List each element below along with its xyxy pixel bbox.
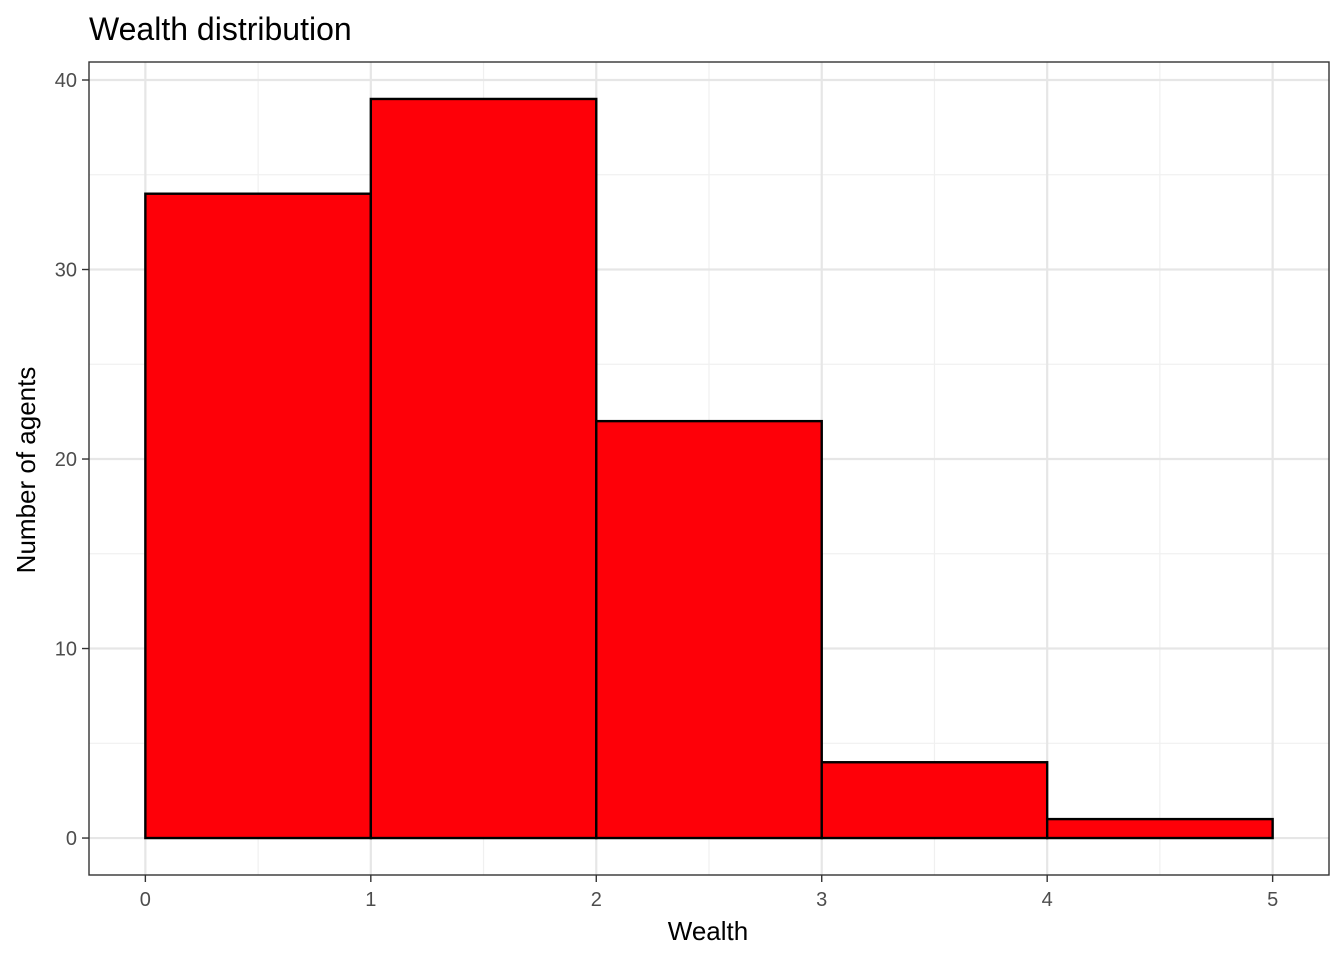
x-tick-label: 0 (140, 889, 151, 911)
x-tick-label: 5 (1267, 889, 1278, 911)
chart-title: Wealth distribution (89, 11, 352, 47)
y-tick-label: 40 (55, 70, 77, 92)
x-tick-label: 3 (816, 889, 827, 911)
y-tick-label: 0 (66, 828, 77, 850)
x-axis-ticks: 0 1 2 3 4 5 (140, 875, 1278, 911)
y-axis-title: Number of agents (11, 367, 41, 574)
bars (144, 97, 1274, 840)
histogram-bar (369, 97, 598, 840)
y-axis-ticks: 0 10 20 30 40 (55, 70, 89, 850)
y-tick-label: 10 (55, 639, 77, 661)
x-tick-label: 1 (365, 889, 376, 911)
histogram-bar (820, 761, 1049, 840)
histogram-bar (144, 192, 373, 840)
histogram-bar (1045, 817, 1274, 840)
x-axis-title: Wealth (668, 916, 748, 946)
y-tick-label: 20 (55, 449, 77, 471)
histogram-bar (595, 419, 823, 840)
x-tick-label: 4 (1042, 889, 1053, 911)
y-tick-label: 30 (55, 260, 77, 282)
panel-border (88, 61, 1330, 876)
x-tick-label: 2 (591, 889, 602, 911)
